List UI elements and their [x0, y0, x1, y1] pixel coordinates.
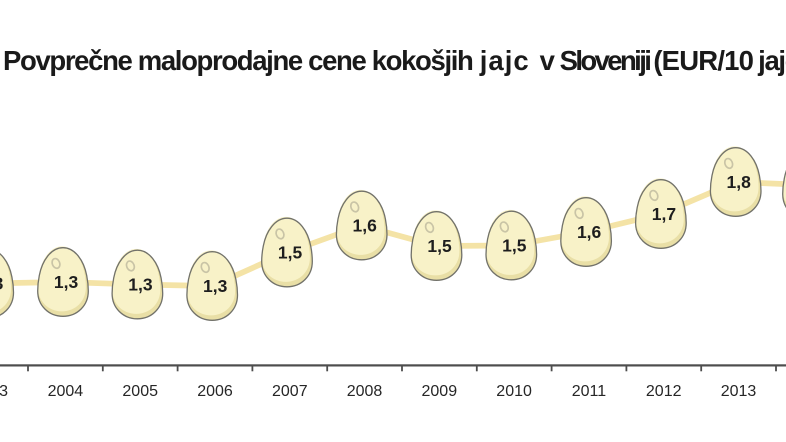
- svg-text:1,3: 1,3: [0, 274, 4, 294]
- svg-text:1,5: 1,5: [278, 243, 303, 263]
- svg-text:2012: 2012: [646, 383, 682, 400]
- svg-text:1,3: 1,3: [203, 276, 228, 296]
- svg-text:2003: 2003: [0, 383, 8, 400]
- svg-text:2013: 2013: [721, 383, 757, 400]
- svg-text:1,6: 1,6: [353, 216, 378, 236]
- svg-text:1,3: 1,3: [128, 275, 153, 295]
- svg-text:1,7: 1,7: [652, 204, 676, 224]
- svg-text:1,8: 1,8: [727, 172, 752, 192]
- svg-text:1,3: 1,3: [54, 272, 79, 292]
- svg-text:2007: 2007: [272, 383, 308, 400]
- svg-text:2008: 2008: [347, 383, 383, 400]
- svg-text:2006: 2006: [197, 383, 233, 400]
- svg-text:1,5: 1,5: [427, 236, 452, 256]
- svg-text:1,5: 1,5: [502, 236, 527, 256]
- svg-text:2004: 2004: [48, 383, 84, 400]
- svg-text:1,6: 1,6: [577, 222, 602, 242]
- svg-text:2005: 2005: [122, 383, 158, 400]
- svg-text:2009: 2009: [422, 383, 458, 400]
- svg-text:2011: 2011: [572, 383, 607, 400]
- svg-text:2010: 2010: [496, 383, 532, 400]
